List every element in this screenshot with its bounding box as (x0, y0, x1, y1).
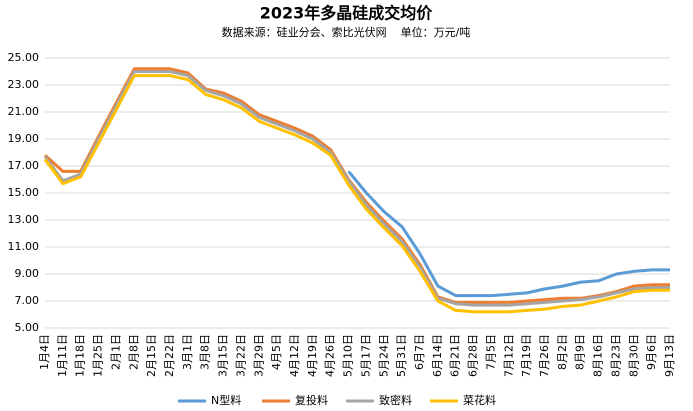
y-tick-label: 13.00 (8, 213, 40, 226)
y-tick-label: 23.00 (8, 78, 40, 91)
series-line (43, 74, 670, 314)
x-tick-label: 3月22日 (234, 334, 247, 377)
x-tick-label: 3月8日 (199, 334, 212, 370)
y-tick-label: 21.00 (8, 105, 40, 118)
x-tick-label: 7月19日 (520, 334, 533, 377)
chart-subtitle: 数据来源：硅业分会、索比光伏网 单位：万元/吨 (222, 25, 471, 39)
x-tick-label: 1月11日 (56, 334, 69, 377)
legend-label: 菜花料 (463, 393, 496, 407)
x-tick-label: 2月22日 (163, 334, 176, 377)
x-tick-label: 4月12日 (288, 334, 301, 377)
x-tick-label: 2月1日 (109, 334, 122, 370)
x-tick-label: 6月14日 (431, 334, 444, 377)
x-tick-label: 5月24日 (377, 334, 390, 377)
x-tick-label: 1月18日 (74, 334, 87, 377)
series-line (43, 70, 670, 307)
x-tick-label: 8月30日 (627, 334, 640, 377)
y-tick-label: 9.00 (15, 267, 40, 280)
x-tick-label: 6月28日 (467, 334, 480, 377)
x-tick-label: 1月4日 (38, 334, 51, 370)
x-tick-label: 8月9日 (574, 334, 587, 370)
x-tick-label: 4月5日 (270, 334, 283, 370)
y-tick-label: 15.00 (8, 186, 40, 199)
x-tick-label: 9月13日 (663, 334, 676, 377)
x-tick-label: 8月2日 (556, 334, 569, 370)
legend-label: 复投料 (295, 393, 328, 407)
chart-title: 2023年多晶硅成交均价 (260, 4, 434, 23)
x-tick-label: 8月16日 (592, 334, 605, 377)
y-tick-label: 11.00 (8, 240, 40, 253)
x-tick-label: 6月21日 (449, 334, 462, 377)
x-tick-label: 5月31日 (395, 334, 408, 377)
y-tick-label: 5.00 (15, 321, 40, 334)
x-tick-label: 7月26日 (538, 334, 551, 377)
x-tick-label: 1月25日 (92, 334, 105, 377)
x-tick-label: 2月15日 (145, 334, 158, 377)
x-tick-label: 4月19日 (306, 334, 319, 377)
x-tick-label: 3月1日 (181, 334, 194, 370)
y-tick-label: 17.00 (8, 159, 40, 172)
x-tick-label: 3月15日 (217, 334, 230, 377)
y-tick-label: 19.00 (8, 132, 40, 145)
legend-label: 致密料 (379, 393, 412, 407)
series-line (347, 170, 670, 298)
x-tick-label: 6月7日 (413, 334, 426, 370)
x-tick-label: 9月6日 (645, 334, 658, 370)
x-tick-label: 3月29日 (252, 334, 265, 377)
x-tick-label: 7月5日 (484, 334, 497, 370)
x-tick-label: 7月12日 (502, 334, 515, 377)
x-tick-label: 2月8日 (127, 334, 140, 370)
x-tick-label: 4月26日 (324, 334, 337, 377)
y-tick-label: 25.00 (8, 51, 40, 64)
x-tick-label: 8月23日 (609, 334, 622, 377)
x-tick-label: 5月17日 (359, 334, 372, 377)
x-tick-label: 5月10日 (342, 334, 355, 377)
y-tick-label: 7.00 (15, 294, 40, 307)
legend-label: N型料 (211, 393, 241, 407)
series-line (43, 67, 670, 304)
